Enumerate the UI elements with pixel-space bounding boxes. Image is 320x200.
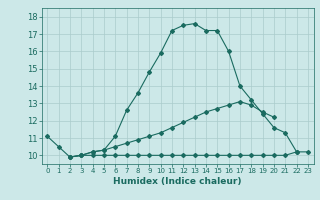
X-axis label: Humidex (Indice chaleur): Humidex (Indice chaleur) xyxy=(113,177,242,186)
